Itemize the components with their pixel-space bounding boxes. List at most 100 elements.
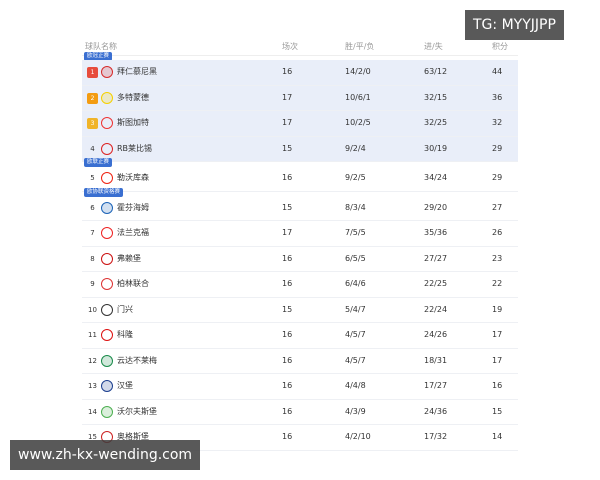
table-row: 1 拜仁慕尼黑 16 14/2/0 63/12 44 xyxy=(82,60,518,86)
section-label: 欧联正赛 xyxy=(84,158,113,167)
section-label: 欧协联资格赛 xyxy=(84,187,124,197)
points: 16 xyxy=(492,381,503,390)
table-row: 10 门兴 15 5/4/7 22/24 19 xyxy=(82,298,518,323)
rank: 12 xyxy=(88,356,97,365)
team-name: 门兴 xyxy=(117,304,133,314)
team-name: 柏林联合 xyxy=(117,279,149,288)
points: 17 xyxy=(492,330,503,339)
rank: 6 xyxy=(90,203,95,212)
rank: 5 xyxy=(90,174,95,182)
played: 17 xyxy=(282,228,293,237)
team-logo xyxy=(101,354,113,367)
team-name: 斯图加特 xyxy=(117,118,149,127)
team-name: 云达不莱梅 xyxy=(117,355,157,365)
points: 19 xyxy=(492,304,503,314)
team-name: 多特蒙德 xyxy=(117,92,149,102)
played: 16 xyxy=(282,330,293,339)
rank: 8 xyxy=(90,254,95,263)
points: 14 xyxy=(492,432,503,441)
points: 32 xyxy=(492,118,503,127)
played: 16 xyxy=(282,406,293,416)
played: 16 xyxy=(282,67,293,76)
win-draw-loss: 10/6/1 xyxy=(345,92,371,102)
points: 36 xyxy=(492,92,503,102)
win-draw-loss: 9/2/5 xyxy=(345,173,366,182)
goals: 22/24 xyxy=(424,304,448,314)
played: 17 xyxy=(282,92,293,102)
column-header: 胜/平/负 xyxy=(345,42,375,51)
goals: 24/36 xyxy=(424,406,448,416)
table-row: 11 科隆 16 4/5/7 24/26 17 xyxy=(82,323,518,349)
points: 22 xyxy=(492,279,503,288)
rank: 10 xyxy=(88,305,97,314)
played: 15 xyxy=(282,202,293,212)
team-logo xyxy=(101,66,113,78)
rank: 9 xyxy=(90,280,95,288)
team-logo xyxy=(101,227,113,239)
section-label-row: 欧联正赛 xyxy=(82,158,518,167)
team-logo xyxy=(101,172,113,184)
section-label-row: 欧冠正赛 xyxy=(82,52,518,61)
goals: 63/12 xyxy=(424,67,448,76)
played: 16 xyxy=(282,381,293,390)
points: 15 xyxy=(492,406,503,416)
table-row: 5 勒沃库森 16 9/2/5 34/24 29 xyxy=(82,166,518,192)
table-row: 2 多特蒙德 17 10/6/1 32/15 36 xyxy=(82,85,518,111)
team-name: RB莱比锡 xyxy=(117,143,153,153)
rank-badge: 3 xyxy=(87,118,98,129)
rank-badge: 2 xyxy=(87,92,98,104)
team-name: 法兰克福 xyxy=(117,228,149,237)
goals: 18/31 xyxy=(424,355,448,365)
points: 27 xyxy=(492,202,503,212)
rank: 7 xyxy=(90,229,95,237)
table-row: 6 霍芬海姆 15 8/3/4 29/20 27 xyxy=(82,196,518,221)
rank: 15 xyxy=(88,433,97,441)
table-row: 12 云达不莱梅 16 4/5/7 18/31 17 xyxy=(82,349,518,374)
goals: 32/15 xyxy=(424,92,448,102)
win-draw-loss: 4/5/7 xyxy=(345,330,366,339)
watermark: www.zh-kx-wending.com xyxy=(10,440,201,470)
team-name: 拜仁慕尼黑 xyxy=(117,67,157,76)
column-header: 场次 xyxy=(282,42,298,51)
table-row: 8 弗赖堡 16 6/5/5 27/27 23 xyxy=(82,247,518,272)
win-draw-loss: 10/2/5 xyxy=(345,118,371,127)
table-row: 14 沃尔夫斯堡 16 4/3/9 24/36 15 xyxy=(82,400,518,425)
column-header: 积分 xyxy=(492,42,508,51)
rank: 14 xyxy=(88,407,97,416)
goals: 34/24 xyxy=(424,173,448,182)
table-row: 4 RB莱比锡 15 9/2/4 30/19 29 xyxy=(82,136,518,162)
team-logo xyxy=(101,117,113,129)
table-row: 13 汉堡 16 4/4/8 17/27 16 xyxy=(82,374,518,400)
rank: 4 xyxy=(90,144,95,153)
goals: 22/25 xyxy=(424,279,448,288)
win-draw-loss: 9/2/4 xyxy=(345,143,366,153)
played: 17 xyxy=(282,118,293,127)
points: 29 xyxy=(492,143,503,153)
goals: 35/36 xyxy=(424,228,448,237)
section-label-row: 欧协联资格赛 xyxy=(82,187,518,197)
table-row: 3 斯图加特 17 10/2/5 32/25 32 xyxy=(82,111,518,137)
table-header: 球队名称 场次 胜/平/负 进/失 积分 xyxy=(82,38,518,56)
win-draw-loss: 8/3/4 xyxy=(345,202,366,212)
goals: 27/27 xyxy=(424,253,448,263)
win-draw-loss: 4/5/7 xyxy=(345,355,366,365)
team-logo xyxy=(101,91,113,104)
column-header: 进/失 xyxy=(424,42,443,51)
win-draw-loss: 5/4/7 xyxy=(345,304,366,314)
team-name: 奥格斯堡 xyxy=(117,432,149,441)
team-name: 勒沃库森 xyxy=(117,173,149,182)
team-logo xyxy=(101,329,113,341)
team-logo xyxy=(101,252,113,265)
played: 15 xyxy=(282,143,293,153)
rank: 13 xyxy=(88,382,97,390)
team-name: 霍芬海姆 xyxy=(117,202,149,212)
win-draw-loss: 4/4/8 xyxy=(345,381,366,390)
team-logo xyxy=(101,278,113,290)
team-name: 沃尔夫斯堡 xyxy=(117,406,157,416)
goals: 32/25 xyxy=(424,118,448,127)
watermark: TG: MYYJJPP xyxy=(465,10,564,40)
rank: 11 xyxy=(88,331,97,339)
points: 26 xyxy=(492,228,503,237)
win-draw-loss: 6/5/5 xyxy=(345,253,366,263)
standings-table: 球队名称 场次 胜/平/负 进/失 积分 欧冠正赛 1 拜仁慕尼黑 16 14/2/0 63/12… xyxy=(82,38,518,451)
